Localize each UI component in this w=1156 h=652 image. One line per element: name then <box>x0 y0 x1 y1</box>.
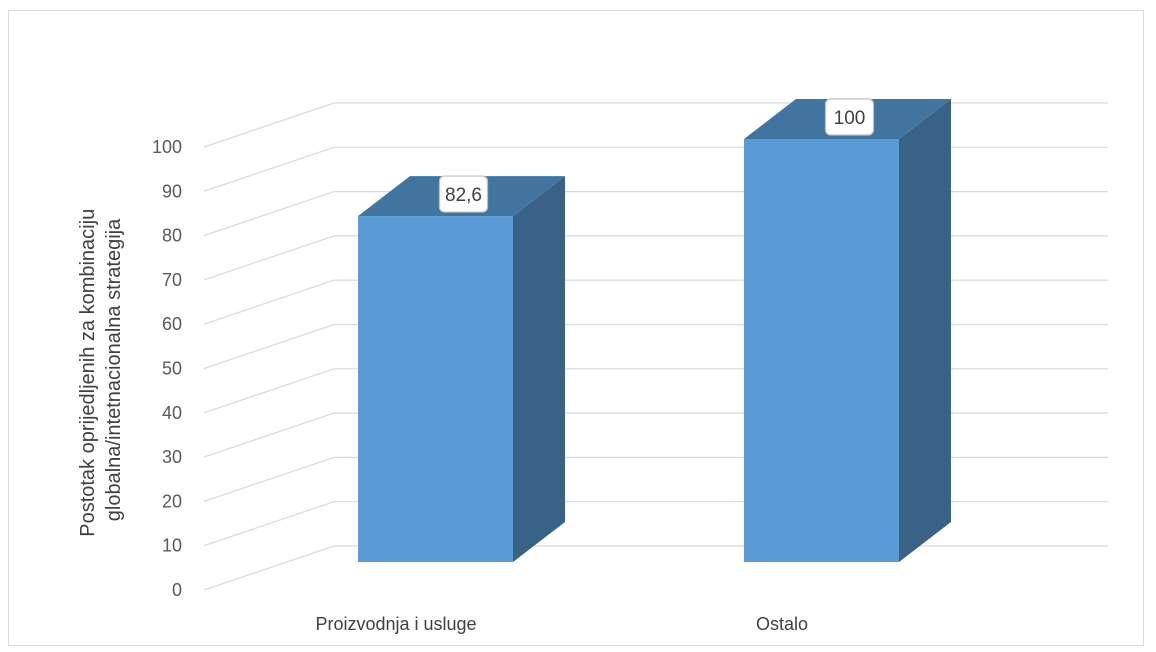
y-tick-label: 90 <box>162 181 182 201</box>
gridline-diagonal <box>203 368 335 414</box>
y-axis-title: Postotak oprijedljenih za kombinaciju gl… <box>77 203 125 537</box>
gridline-diagonal <box>203 323 335 370</box>
gridline-diagonal <box>203 235 335 281</box>
bars <box>358 99 951 562</box>
y-tick-label: 60 <box>162 314 182 334</box>
gridline-diagonal <box>203 279 335 325</box>
y-tick-label: 50 <box>162 359 182 379</box>
y-tick-label: 40 <box>162 403 182 423</box>
y-tick-label: 80 <box>162 226 182 246</box>
y-axis-title-line-2: globalna/intetnacionalna strategija <box>103 218 125 521</box>
gridline-diagonal <box>203 456 335 502</box>
data-label-box <box>824 98 875 136</box>
category-label: Proizvodnja i usluge <box>315 614 476 634</box>
gridline-diagonal <box>203 412 335 458</box>
gridline-diagonal <box>203 102 335 148</box>
y-tick-label: 100 <box>152 137 182 157</box>
data-labels: 82,6 100 <box>438 98 875 213</box>
y-axis-ticks: 0 10 20 30 40 50 60 70 80 90 100 <box>152 137 182 600</box>
gridline-diagonal <box>203 545 335 591</box>
data-label: 100 <box>834 108 866 129</box>
y-tick-label: 0 <box>172 580 182 600</box>
chart-frame <box>8 10 1144 646</box>
gridline-diagonal <box>203 501 335 547</box>
data-label-box <box>438 175 489 213</box>
gridline-diagonal <box>203 146 335 192</box>
bar <box>358 216 513 562</box>
y-axis-title-line-1: Postotak oprijedljenih za kombinaciju <box>77 209 99 537</box>
data-label: 82,6 <box>445 185 482 206</box>
y-tick-label: 30 <box>162 447 182 467</box>
y-tick-label: 20 <box>162 491 182 511</box>
gridline-diagonal <box>203 191 335 237</box>
bar-side <box>513 176 565 562</box>
x-axis-categories: Proizvodnja i usluge Ostalo <box>315 614 808 634</box>
floor-gridlines <box>203 102 335 591</box>
bar-side <box>899 99 951 562</box>
category-label: Ostalo <box>756 614 808 634</box>
y-tick-label: 10 <box>162 536 182 556</box>
y-tick-label: 70 <box>162 270 182 290</box>
bar <box>744 139 899 562</box>
